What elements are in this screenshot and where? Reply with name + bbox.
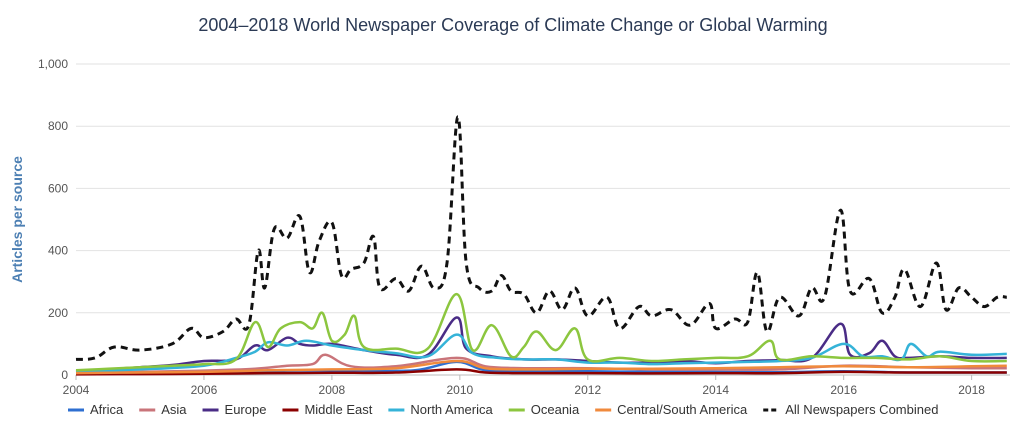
- legend-label: North America: [410, 402, 493, 417]
- x-tick-label: 2014: [702, 383, 729, 397]
- legend-label: Europe: [225, 402, 267, 417]
- x-tick-label: 2016: [830, 383, 857, 397]
- legend-item-north-america[interactable]: North America: [388, 402, 494, 417]
- x-tick-label: 2004: [63, 383, 90, 397]
- y-tick-label: 600: [48, 181, 68, 195]
- legend: Africa Asia Europe Middle East North America…: [68, 402, 938, 417]
- y-tick-label: 400: [48, 244, 68, 258]
- chart-title: 2004–2018 World Newspaper Coverage of Cl…: [198, 15, 827, 35]
- y-axis: 0 200 400 600 800 1,000: [38, 57, 68, 382]
- x-tick-label: 2010: [446, 383, 473, 397]
- legend-item-asia[interactable]: Asia: [139, 402, 187, 417]
- legend-item-middle-east[interactable]: Middle East: [282, 402, 373, 417]
- x-axis: 2004 2006 2008 2010 2012 2014 2016 2018: [63, 374, 1010, 397]
- x-tick-label: 2012: [574, 383, 601, 397]
- y-tick-label: 0: [61, 368, 68, 382]
- y-tick-label: 800: [48, 119, 68, 133]
- series-line-middle-east: [75, 368, 1007, 376]
- legend-label: Asia: [161, 402, 187, 417]
- legend-label: All Newspapers Combined: [785, 402, 938, 417]
- y-tick-label: 200: [48, 306, 68, 320]
- y-tick-label: 1,000: [38, 57, 68, 71]
- legend-item-europe[interactable]: Europe: [202, 402, 267, 417]
- legend-item-oceania[interactable]: Oceania: [508, 402, 580, 417]
- x-tick-label: 2006: [191, 383, 218, 397]
- legend-label: Middle East: [304, 402, 372, 417]
- legend-item-africa[interactable]: Africa: [68, 402, 124, 417]
- legend-label: Oceania: [531, 402, 580, 417]
- x-tick-label: 2008: [319, 383, 346, 397]
- y-axis-label: Articles per source: [9, 156, 25, 283]
- series-line-oceania: [75, 292, 1007, 372]
- legend-label: Central/South America: [617, 402, 748, 417]
- grid: [76, 63, 1010, 376]
- legend-item-central-south-america[interactable]: Central/South America: [595, 402, 748, 417]
- x-tick-label: 2018: [958, 383, 985, 397]
- series-line-all-newspapers-combined: [75, 115, 1007, 361]
- series-line-central-south-america: [75, 359, 1007, 375]
- legend-item-all-newspapers-combined[interactable]: All Newspapers Combined: [763, 402, 938, 417]
- series-lines: [75, 115, 1007, 376]
- legend-label: Africa: [90, 402, 124, 417]
